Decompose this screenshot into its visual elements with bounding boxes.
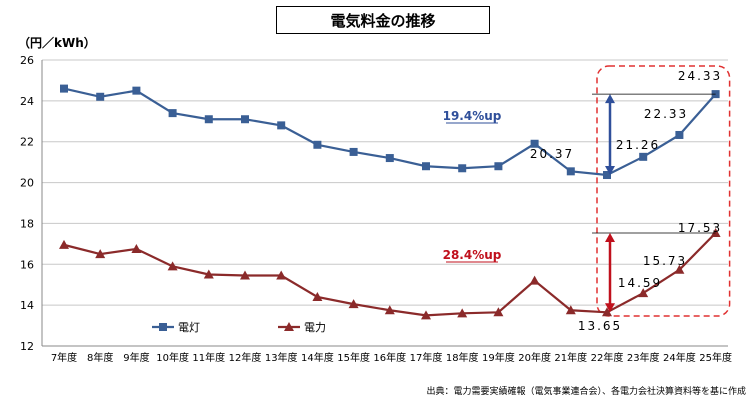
- x-tick-label: 7年度: [51, 351, 77, 364]
- data-point: [458, 164, 467, 173]
- data-point: [566, 167, 575, 176]
- y-tick-label: 26: [20, 54, 34, 67]
- data-point: [530, 139, 539, 148]
- data-point: [241, 115, 249, 124]
- data-point: [603, 171, 611, 180]
- data-label: 21.26: [616, 138, 660, 152]
- data-point: [494, 162, 503, 171]
- x-tick-label: 14年度: [301, 351, 334, 364]
- data-point: [348, 299, 359, 309]
- y-axis-unit-label: （円／kWh）: [18, 36, 96, 50]
- data-point: [204, 115, 213, 124]
- annotation-label: 28.4%up: [443, 248, 502, 262]
- data-point: [421, 310, 431, 320]
- arrow-head: [605, 94, 615, 104]
- legend-label: 電力: [304, 321, 326, 334]
- data-label: 24.33: [678, 69, 722, 83]
- x-tick-label: 15年度: [337, 351, 370, 364]
- data-point: [349, 147, 358, 156]
- data-point: [167, 261, 178, 271]
- x-tick-label: 9年度: [123, 351, 149, 364]
- data-point: [602, 307, 612, 317]
- data-point: [95, 249, 106, 259]
- legend-marker: [284, 322, 294, 331]
- data-label: 13.65: [578, 319, 622, 333]
- y-tick-label: 20: [20, 177, 34, 190]
- y-tick-label: 24: [20, 95, 34, 108]
- data-point: [565, 305, 576, 315]
- data-point: [277, 121, 286, 130]
- x-tick-label: 16年度: [373, 351, 406, 364]
- x-tick-label: 19年度: [482, 351, 515, 364]
- legend-marker: [159, 323, 167, 331]
- data-point: [276, 270, 287, 280]
- x-tick-label: 25年度: [699, 351, 732, 364]
- data-point: [59, 239, 69, 249]
- data-point: [493, 307, 504, 317]
- data-point: [675, 130, 684, 139]
- data-point: [132, 86, 141, 95]
- x-tick-label: 20年度: [518, 351, 551, 364]
- data-point: [240, 270, 250, 280]
- data-point: [385, 154, 394, 163]
- data-point: [313, 140, 322, 149]
- data-point: [422, 162, 430, 171]
- data-label: 14.59: [618, 276, 662, 290]
- x-tick-label: 8年度: [87, 351, 113, 364]
- chart-title: 電気料金の推移: [276, 6, 490, 34]
- data-point: [457, 308, 468, 318]
- x-tick-label: 12年度: [229, 351, 262, 364]
- data-point: [710, 228, 721, 238]
- x-tick-label: 13年度: [265, 351, 298, 364]
- x-tick-label: 21年度: [554, 351, 587, 364]
- x-tick-label: 18年度: [446, 351, 479, 364]
- annotation-label: 19.4%up: [443, 109, 502, 123]
- y-tick-label: 16: [20, 258, 34, 271]
- data-point: [131, 243, 142, 253]
- data-point: [529, 275, 540, 285]
- arrow-head: [605, 233, 615, 243]
- y-tick-label: 18: [20, 217, 34, 230]
- x-tick-label: 11年度: [192, 351, 225, 364]
- data-point: [674, 264, 685, 274]
- x-tick-label: 22年度: [591, 351, 624, 364]
- data-point: [638, 288, 649, 298]
- x-tick-label: 23年度: [627, 351, 660, 364]
- data-point: [639, 152, 648, 161]
- arrow-head: [605, 166, 615, 176]
- data-point: [60, 84, 68, 93]
- data-label: 17.53: [678, 221, 722, 235]
- y-tick-label: 12: [20, 340, 34, 353]
- series-line-2: [63, 232, 717, 317]
- data-point: [312, 291, 323, 301]
- arrow-head: [605, 303, 615, 313]
- data-label: 15.73: [643, 254, 687, 268]
- data-point: [96, 92, 105, 101]
- x-tick-label: 24年度: [663, 351, 696, 364]
- highlight-box: [596, 65, 731, 317]
- legend-label: 電灯: [178, 321, 200, 334]
- source-note: 出典：電力需要実績確報（電気事業連合会）、各電力会社決算資料等を基に作成: [426, 387, 746, 397]
- x-tick-label: 10年度: [156, 351, 189, 364]
- x-tick-label: 17年度: [410, 351, 443, 364]
- y-tick-label: 14: [20, 299, 34, 312]
- data-point: [384, 305, 395, 315]
- y-tick-label: 22: [20, 136, 34, 149]
- data-point: [203, 269, 214, 279]
- data-label: 20.37: [530, 147, 574, 161]
- data-point: [168, 109, 177, 118]
- data-label: 22.33: [644, 107, 688, 121]
